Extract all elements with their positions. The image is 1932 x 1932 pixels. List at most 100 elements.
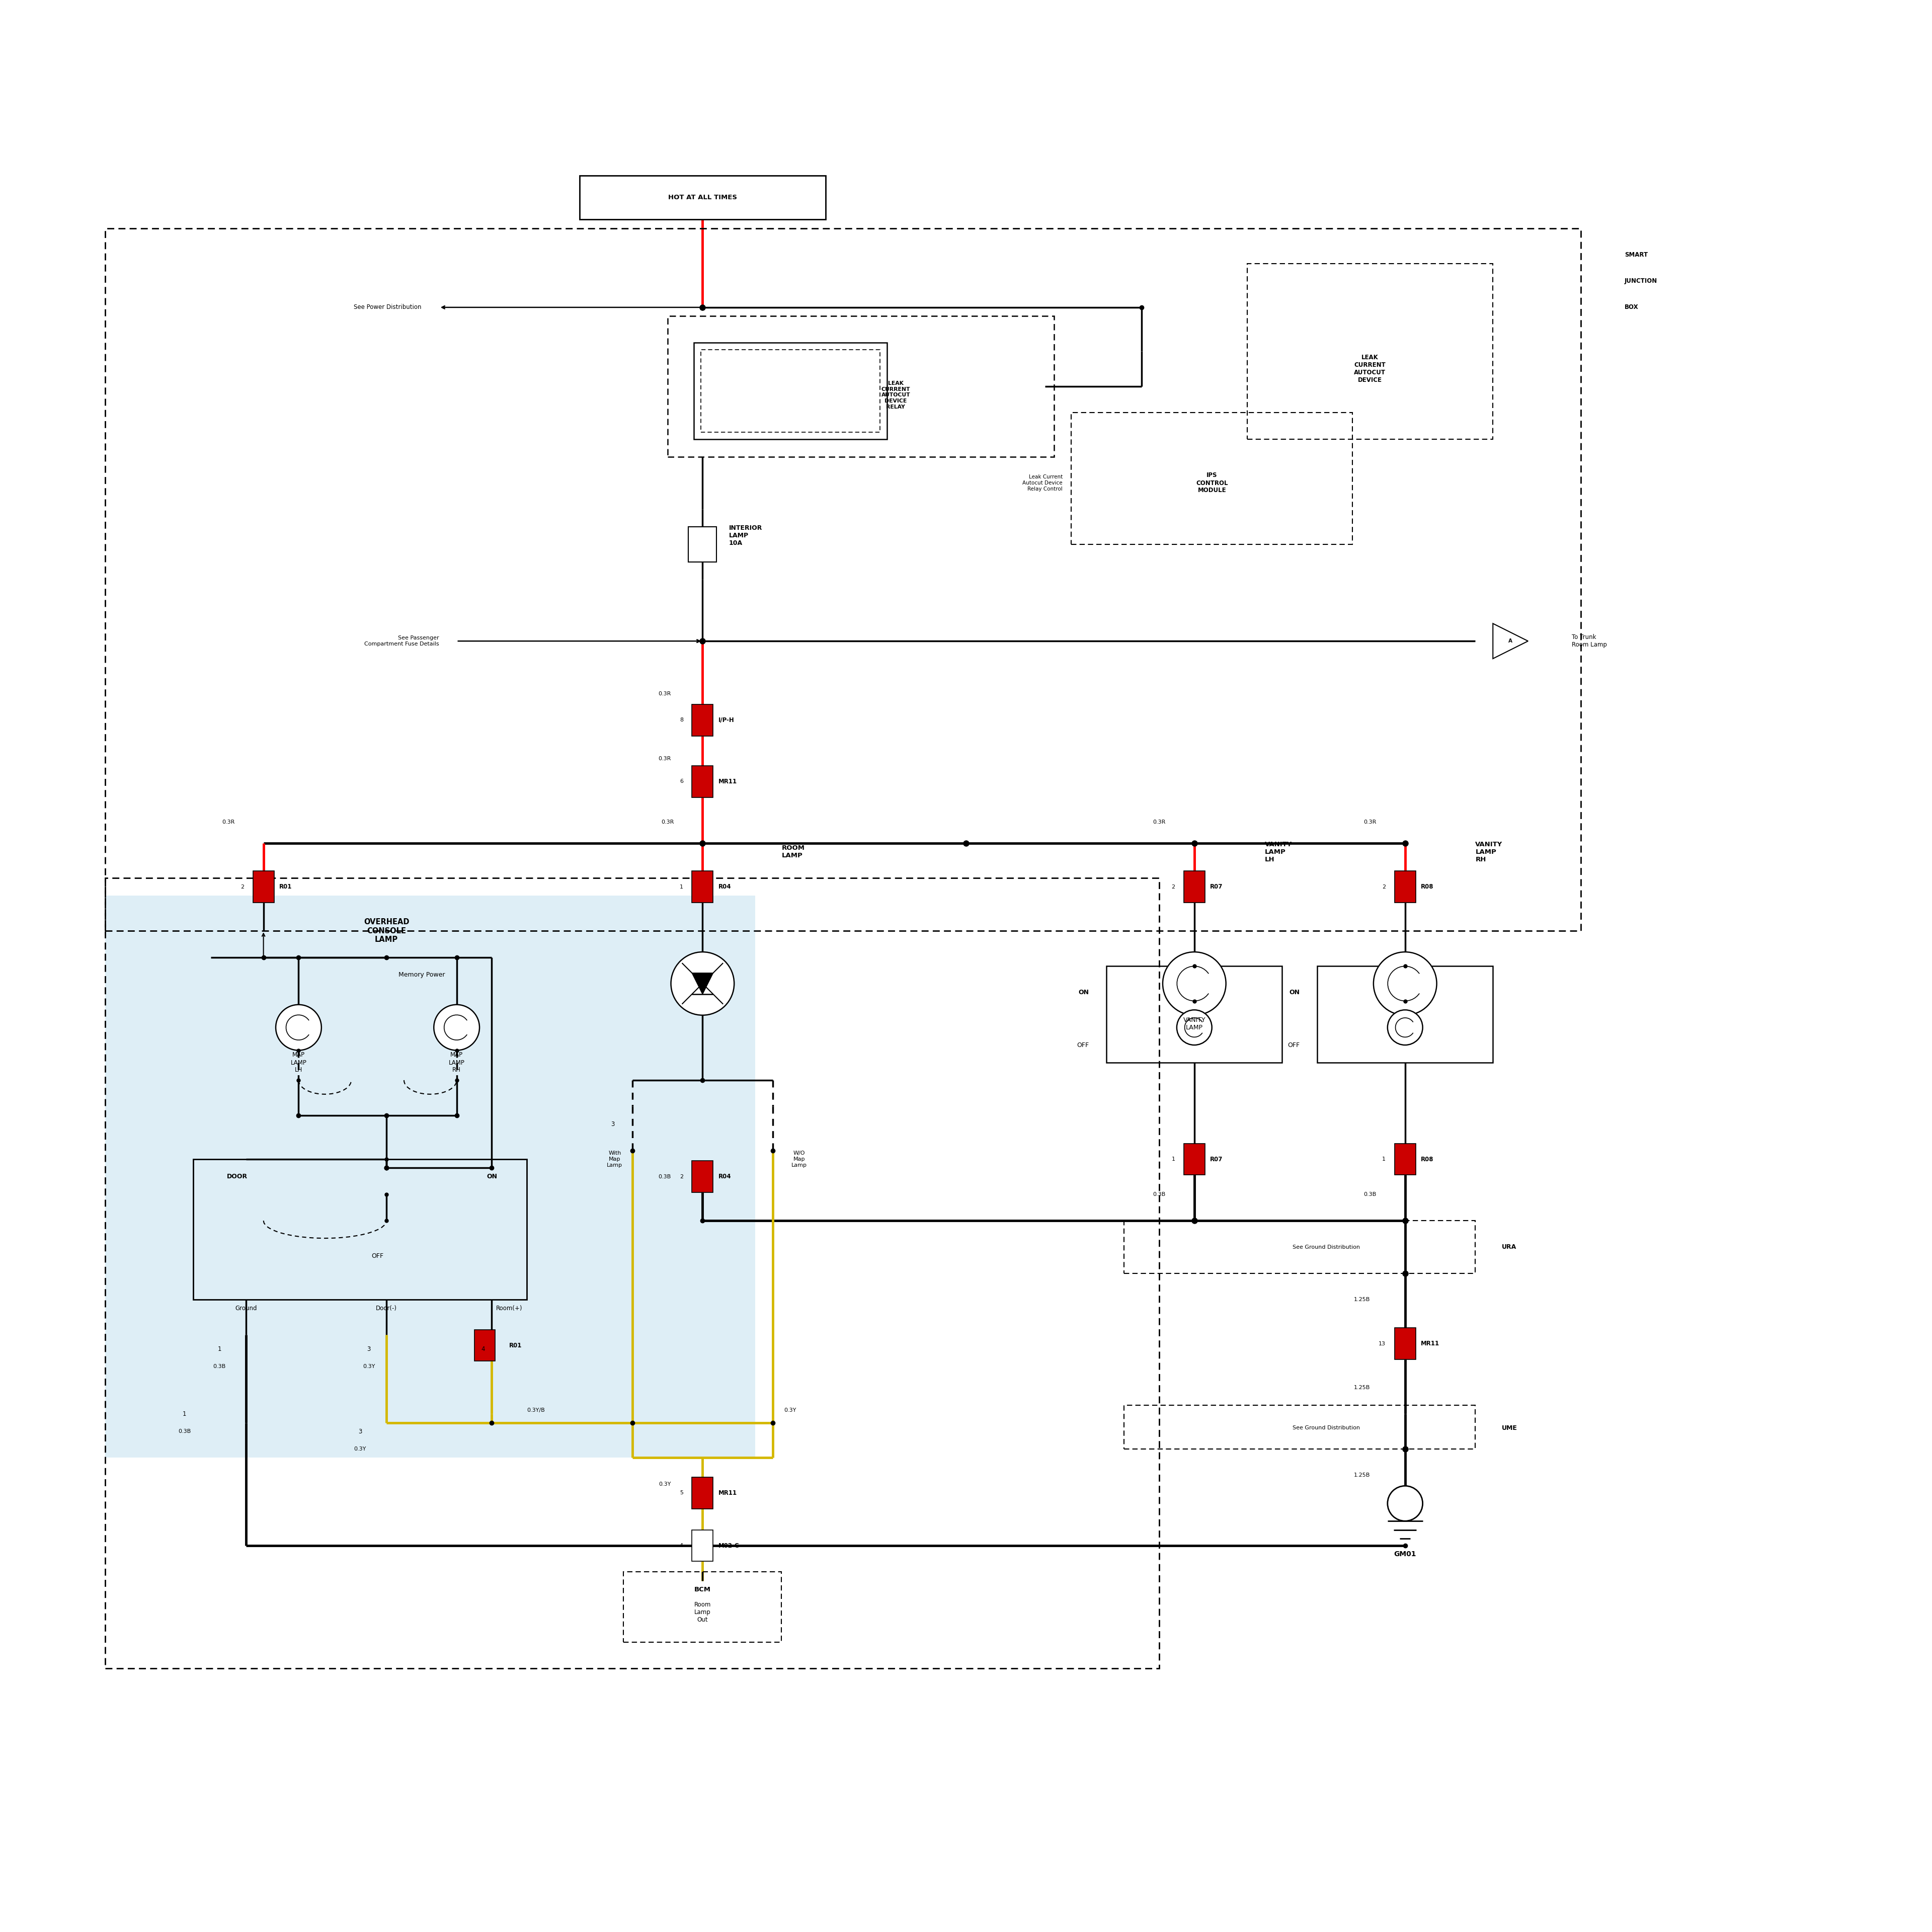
Text: R04: R04 xyxy=(719,883,730,891)
Text: R07: R07 xyxy=(1209,1155,1223,1163)
Circle shape xyxy=(1177,1010,1211,1045)
Text: BCM: BCM xyxy=(694,1586,711,1592)
Text: MR11: MR11 xyxy=(719,1490,736,1495)
Text: 2: 2 xyxy=(680,1175,684,1179)
Bar xyxy=(1318,966,1493,1063)
Text: 1: 1 xyxy=(1381,1157,1385,1161)
Text: IPS
CONTROL
MODULE: IPS CONTROL MODULE xyxy=(1196,471,1229,495)
Text: ON: ON xyxy=(1289,989,1300,995)
Text: 0.3R: 0.3R xyxy=(1364,819,1376,825)
Text: 1.25B: 1.25B xyxy=(1354,1472,1370,1478)
Text: LEAK
CURRENT
AUTOCUT
DEVICE: LEAK CURRENT AUTOCUT DEVICE xyxy=(1354,354,1385,383)
Bar xyxy=(694,342,887,439)
Circle shape xyxy=(435,1005,479,1051)
Text: See Ground Distribution: See Ground Distribution xyxy=(1293,1426,1360,1430)
Text: 1: 1 xyxy=(1171,1157,1175,1161)
Text: R08: R08 xyxy=(1420,1155,1434,1163)
Text: JUNCTION: JUNCTION xyxy=(1625,278,1658,284)
Text: ON: ON xyxy=(487,1173,497,1180)
Bar xyxy=(624,1573,782,1642)
Bar xyxy=(1184,871,1206,902)
Text: 3: 3 xyxy=(367,1345,371,1352)
Bar xyxy=(1072,413,1352,545)
Polygon shape xyxy=(1493,624,1528,659)
Text: 0.3Y/B: 0.3Y/B xyxy=(527,1408,545,1412)
Bar xyxy=(253,871,274,902)
Text: R01: R01 xyxy=(510,1343,522,1349)
Text: DOOR: DOOR xyxy=(226,1173,247,1180)
Circle shape xyxy=(1387,1010,1422,1045)
Text: 0.3Y: 0.3Y xyxy=(354,1447,367,1451)
Text: VANITY
LAMP
LH: VANITY LAMP LH xyxy=(1265,840,1293,864)
Bar xyxy=(1246,263,1493,439)
Text: Room(+): Room(+) xyxy=(497,1306,522,1312)
Bar xyxy=(1124,1221,1476,1273)
Text: 2: 2 xyxy=(1381,885,1385,889)
Text: OVERHEAD
CONSOLE
LAMP: OVERHEAD CONSOLE LAMP xyxy=(363,918,410,943)
Bar xyxy=(1395,1327,1416,1360)
Text: BOX: BOX xyxy=(1625,303,1638,311)
Text: Memory Power: Memory Power xyxy=(398,972,444,978)
Text: Ground: Ground xyxy=(236,1306,257,1312)
Text: VANITY
LAMP: VANITY LAMP xyxy=(1182,1016,1206,1032)
Text: R07: R07 xyxy=(1209,883,1223,891)
Text: INTERIOR
LAMP
10A: INTERIOR LAMP 10A xyxy=(728,526,763,547)
Bar xyxy=(106,879,1159,1669)
Bar xyxy=(473,1329,495,1362)
Text: OFF: OFF xyxy=(1076,1041,1090,1049)
Text: 0.3B: 0.3B xyxy=(178,1430,191,1434)
Bar xyxy=(1124,1405,1476,1449)
Text: 4: 4 xyxy=(680,1544,684,1548)
Text: UME: UME xyxy=(1501,1424,1517,1432)
Polygon shape xyxy=(692,974,713,995)
Bar xyxy=(667,317,1053,456)
Bar xyxy=(1395,1144,1416,1175)
Text: 1: 1 xyxy=(182,1410,185,1418)
Text: 0.3Y: 0.3Y xyxy=(784,1408,796,1412)
Text: 0.3B: 0.3B xyxy=(1364,1192,1376,1196)
Text: 0.3R: 0.3R xyxy=(659,692,670,696)
Circle shape xyxy=(1374,952,1437,1014)
Bar xyxy=(106,896,755,1459)
Bar xyxy=(1184,1144,1206,1175)
Text: 2: 2 xyxy=(242,885,243,889)
Text: Leak Current
Autocut Device
Relay Control: Leak Current Autocut Device Relay Contro… xyxy=(1022,475,1063,491)
Bar xyxy=(580,176,825,220)
Text: R04: R04 xyxy=(719,1173,730,1180)
Bar xyxy=(688,527,717,562)
Text: 8: 8 xyxy=(680,717,684,723)
Text: W/O
Map
Lamp: W/O Map Lamp xyxy=(792,1151,808,1167)
Text: OFF: OFF xyxy=(1287,1041,1300,1049)
Text: R01: R01 xyxy=(280,883,292,891)
Text: MAP
LAMP
LH: MAP LAMP LH xyxy=(290,1051,307,1074)
Bar xyxy=(193,1159,527,1300)
Text: ROOM
LAMP: ROOM LAMP xyxy=(782,844,806,860)
Text: With
Map
Lamp: With Map Lamp xyxy=(607,1151,622,1167)
Text: A: A xyxy=(1509,639,1513,643)
Bar xyxy=(1107,966,1283,1063)
Text: 3: 3 xyxy=(611,1121,614,1128)
Circle shape xyxy=(670,952,734,1014)
Text: 0.3B: 0.3B xyxy=(1153,1192,1165,1196)
Text: M02-C: M02-C xyxy=(719,1542,740,1549)
Text: 1.25B: 1.25B xyxy=(1354,1296,1370,1302)
Text: 0.3Y: 0.3Y xyxy=(363,1364,375,1370)
Circle shape xyxy=(276,1005,321,1051)
Bar xyxy=(692,1161,713,1192)
Text: HOT AT ALL TIMES: HOT AT ALL TIMES xyxy=(668,195,736,201)
Text: 1.25B: 1.25B xyxy=(1354,1385,1370,1389)
Text: MAP
LAMP
RH: MAP LAMP RH xyxy=(448,1051,466,1074)
Text: 1: 1 xyxy=(680,885,684,889)
Text: 0.3B: 0.3B xyxy=(659,1175,670,1179)
Text: 2: 2 xyxy=(1171,885,1175,889)
Text: OFF: OFF xyxy=(371,1252,384,1260)
Bar xyxy=(692,871,713,902)
Text: 0.3R: 0.3R xyxy=(222,819,234,825)
Text: See Passenger
Compartment Fuse Details: See Passenger Compartment Fuse Details xyxy=(365,636,439,647)
Text: 5: 5 xyxy=(680,1490,684,1495)
Bar xyxy=(106,228,1580,931)
Text: SMART: SMART xyxy=(1625,251,1648,259)
Text: 13: 13 xyxy=(1379,1341,1385,1347)
Bar xyxy=(701,350,879,433)
Text: 1: 1 xyxy=(218,1345,222,1352)
